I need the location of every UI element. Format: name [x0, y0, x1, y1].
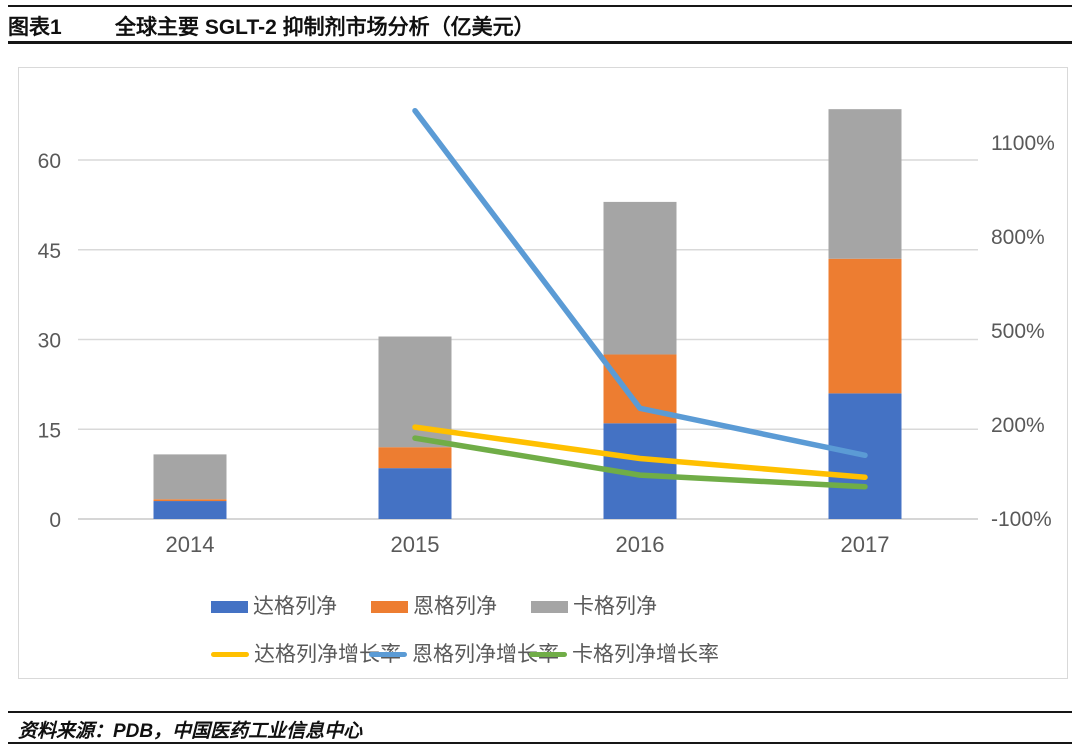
right-axis-tick-label: 1100%	[991, 132, 1055, 155]
chart-header: 图表1 全球主要 SGLT-2 抑制剂市场分析（亿美元）	[8, 11, 535, 39]
bar-segment-达格列净	[378, 468, 452, 519]
right-axis-tick-label: 200%	[991, 414, 1045, 437]
bar-segment-卡格列净	[828, 109, 902, 259]
bar-segment-卡格列净	[153, 454, 227, 500]
figure-title: 全球主要 SGLT-2 抑制剂市场分析（亿美元）	[115, 16, 535, 39]
source-rule-top	[8, 711, 1072, 713]
bar-segment-达格列净	[153, 501, 227, 519]
title-rule	[8, 41, 1072, 44]
left-axis-tick-label: 15	[38, 419, 61, 442]
source-rule-bottom	[8, 742, 1072, 744]
growth-line-恩格列净增长率	[412, 107, 868, 459]
chart-box: 0 15 30 45 60 -100% 200% 500% 800% 1100% 2014 2015 2…	[18, 67, 1068, 679]
top-rule	[8, 5, 1072, 7]
category-label: 2016	[616, 532, 665, 557]
left-axis-tick-label: 0	[49, 509, 61, 532]
bar-segment-恩格列净	[378, 447, 452, 469]
right-axis-tick-label: 800%	[991, 226, 1045, 249]
growth-line-卡格列净增长率	[412, 435, 868, 490]
left-axis-tick-label: 45	[38, 240, 61, 263]
left-axis-tick-label: 60	[38, 150, 61, 173]
source-note: 资料来源：PDB，中国医药工业信息中心	[18, 721, 363, 742]
right-axis-tick-label: -100%	[991, 508, 1052, 531]
category-label: 2017	[841, 532, 890, 557]
bar-segment-恩格列净	[828, 258, 902, 394]
category-label: 2014	[166, 532, 215, 557]
bar-segment-卡格列净	[603, 201, 677, 355]
right-axis-tick-label: 500%	[991, 320, 1045, 343]
category-label: 2015	[391, 532, 440, 557]
bar-segment-恩格列净	[153, 499, 227, 502]
figure-label: 图表1	[8, 16, 62, 39]
growth-line-达格列净增长率	[412, 424, 868, 481]
combo-chart: 0 15 30 45 60 -100% 200% 500% 800% 1100% 2014 2015 2…	[38, 107, 1055, 557]
left-axis-tick-label: 30	[38, 330, 61, 353]
